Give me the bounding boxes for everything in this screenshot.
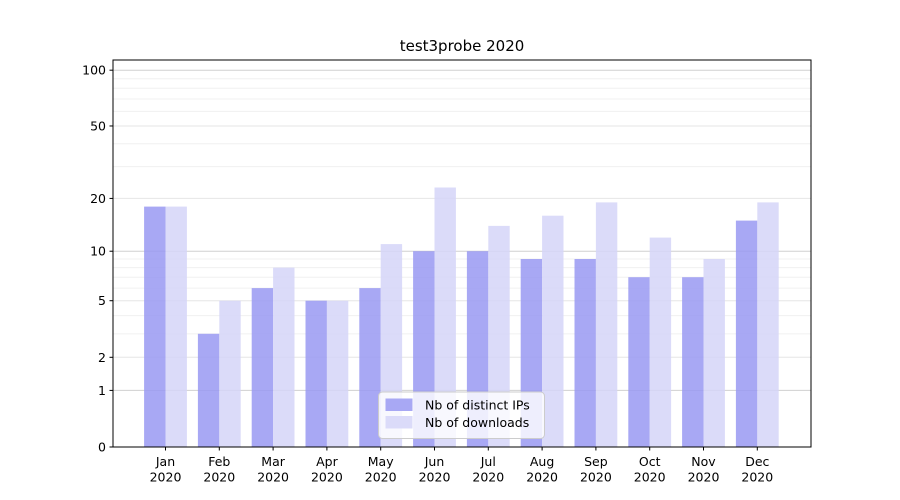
x-tick-label-month: Feb <box>208 454 230 469</box>
x-tick-label-month: Oct <box>639 454 661 469</box>
legend: Nb of distinct IPs Nb of downloads <box>378 391 545 439</box>
legend-swatch-distinct-ips <box>385 398 413 411</box>
x-tick-label-month: Jul <box>480 454 496 469</box>
x-tick-label-month: Apr <box>316 454 338 469</box>
legend-label-downloads: Nb of downloads <box>425 415 529 430</box>
x-tick-label-month: Sep <box>584 454 608 469</box>
x-tick-label-month: Dec <box>745 454 769 469</box>
bar-downloads <box>326 300 349 447</box>
bar-downloads <box>434 187 456 447</box>
x-tick-label-month: Jun <box>424 454 445 469</box>
plot-frame <box>112 59 812 448</box>
legend-label-distinct-ips: Nb of distinct IPs <box>425 398 530 413</box>
x-tick-label-year: 2020 <box>688 470 720 485</box>
y-tick-label: 20 <box>90 191 106 206</box>
y-tick-label: 1 <box>98 383 106 398</box>
y-tick-label: 50 <box>90 118 106 133</box>
bar-downloads <box>595 202 618 447</box>
x-tick-label-month: Jan <box>155 454 175 469</box>
bar-downloads <box>703 259 725 447</box>
x-tick-label-year: 2020 <box>203 470 235 485</box>
bar-distinct-ips <box>359 288 381 447</box>
y-tick-label: 100 <box>82 63 106 78</box>
x-tick-label-year: 2020 <box>580 470 612 485</box>
bar-distinct-ips <box>682 277 704 447</box>
bar-downloads <box>219 300 241 447</box>
x-tick-label-year: 2020 <box>526 470 558 485</box>
bar-downloads <box>542 215 564 447</box>
x-tick-label-year: 2020 <box>365 470 397 485</box>
x-axis: Jan2020Feb2020Mar2020Apr2020May2020Jun20… <box>150 447 773 485</box>
x-tick-label-year: 2020 <box>257 470 289 485</box>
y-tick-label: 5 <box>98 293 106 308</box>
x-tick-label-year: 2020 <box>311 470 343 485</box>
x-tick-label-month: Aug <box>530 454 554 469</box>
x-tick-label-year: 2020 <box>634 470 666 485</box>
x-tick-label-year: 2020 <box>150 470 182 485</box>
chart-title: test3probe 2020 <box>400 37 525 55</box>
y-tick-label: 0 <box>98 440 106 455</box>
y-tick-label: 2 <box>98 350 106 365</box>
x-tick-label-year: 2020 <box>472 470 504 485</box>
bar-distinct-ips <box>251 288 274 447</box>
bar-distinct-ips <box>574 259 596 447</box>
bar-downloads <box>649 237 672 447</box>
x-tick-label-year: 2020 <box>741 470 773 485</box>
legend-swatch-downloads <box>385 416 413 429</box>
bar-distinct-ips <box>144 206 166 447</box>
bar-downloads <box>757 202 779 447</box>
x-tick-label-month: Nov <box>691 454 716 469</box>
bar-downloads <box>273 267 295 447</box>
x-tick-label-year: 2020 <box>419 470 451 485</box>
x-tick-label-month: May <box>368 454 394 469</box>
y-tick-label: 10 <box>90 244 106 259</box>
x-tick-label-month: Mar <box>261 454 285 469</box>
legend-box <box>378 391 545 439</box>
bar-distinct-ips <box>305 300 327 447</box>
bar-distinct-ips <box>628 277 650 447</box>
bar-downloads <box>165 206 187 447</box>
bar-distinct-ips <box>735 220 758 447</box>
bar-distinct-ips <box>197 333 220 447</box>
